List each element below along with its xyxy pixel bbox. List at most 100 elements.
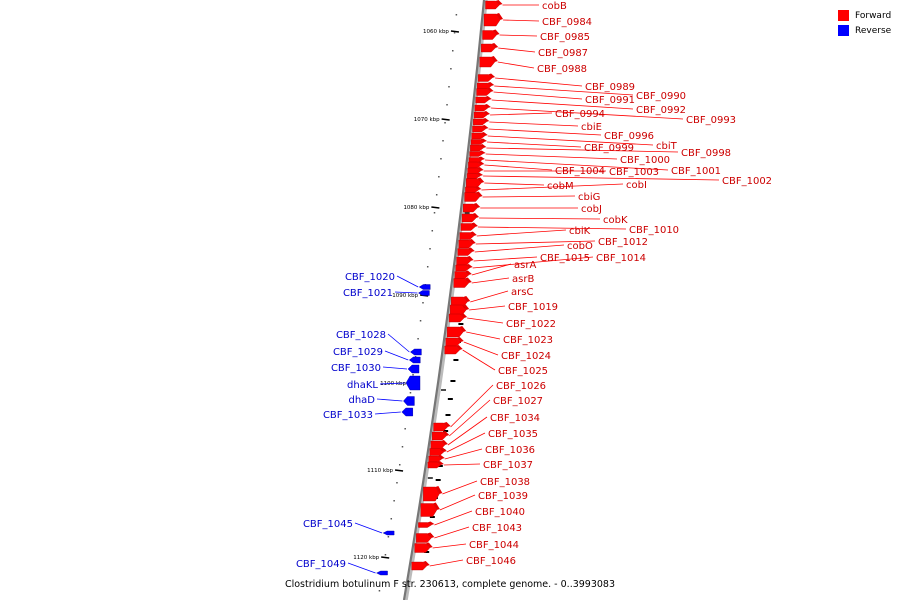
gene-arrow-cbf-0999 (470, 139, 485, 145)
gene-label-cbf-0987: CBF_0987 (538, 48, 588, 59)
gene-label-cbf-1027: CBF_1027 (493, 396, 543, 407)
gene-arrow-cbf-1024 (445, 337, 462, 347)
minor-tick (387, 536, 390, 538)
gene-arrow-cbf-0984 (483, 13, 501, 27)
gene-arrow-bevel (470, 222, 478, 227)
leader-line-cbf-1043 (434, 526, 470, 539)
minor-tick (378, 590, 381, 592)
minor-tick (417, 338, 419, 340)
leader-line-cbit (487, 135, 654, 146)
gene-arrow-cbf-0993 (474, 104, 489, 112)
gene-arrow-bevel (455, 345, 463, 350)
leader-line-arsc (470, 290, 509, 303)
minor-tick (404, 428, 406, 430)
minor-tick (414, 356, 417, 358)
minor-tick (393, 500, 395, 502)
gene-arrow-cbf-1012 (458, 239, 474, 249)
leader-line-cbf-1038 (442, 480, 478, 495)
gene-arrow-bevel (484, 96, 492, 100)
gene-arrow-bevel (460, 313, 468, 318)
scale-tick (431, 206, 440, 209)
leader-line-cbf-1044 (432, 543, 467, 549)
leader-line-cbf-1004 (484, 164, 553, 171)
legend-label-reverse: Reverse (855, 25, 892, 36)
gene-arrow-cbf-1040 (418, 522, 432, 528)
gene-arrow-cbf-0990 (477, 82, 492, 90)
gene-arrow-cbf-1037 (427, 461, 442, 469)
leader-line-asra (471, 263, 512, 276)
gene-arrow-bevel (490, 56, 498, 62)
gene-arrow-cbf-1034 (430, 440, 446, 450)
gene-arrow-bevel (480, 132, 488, 136)
gene-arrow-bevel (432, 502, 440, 510)
gene-label-cbf-1015: CBF_1015 (540, 253, 590, 264)
gene-arrow-cbf-0988 (479, 56, 496, 68)
gene-arrow-bevel (478, 150, 486, 154)
gene-arrow-bevel (483, 111, 491, 115)
gene-arrow-bevel (462, 304, 470, 310)
gene-arrow-bevel (491, 43, 499, 48)
leader-line-cbf-1019 (469, 305, 506, 311)
gene-label-cbit: cbiT (656, 141, 678, 152)
leader-line-cbf-1002 (483, 175, 720, 181)
gene-arrow-cbf-1049 (376, 570, 388, 576)
leader-line-cbf-1026 (450, 384, 494, 428)
gene-label-cbf-1022: CBF_1022 (506, 319, 556, 330)
gene-arrow-cbf-1021 (418, 290, 430, 296)
gene-arrow-cbie (473, 118, 487, 126)
gene-label-cobj: cobJ (581, 204, 602, 215)
leader-line-cobi (481, 183, 624, 191)
gene-label-cbf-0998: CBF_0998 (681, 148, 731, 159)
gene-arrow-cbig (464, 192, 480, 202)
leader-line-cbf-1022 (467, 317, 504, 324)
gene-arrow-cbf-1027 (432, 431, 447, 441)
reverse-swatch-icon (838, 25, 849, 36)
gene-arrow-bevel (463, 296, 471, 302)
gene-arrow-cbf-1033 (401, 407, 414, 417)
gene-arrow-bevel (483, 104, 491, 108)
gene-arrow-bevel (440, 440, 448, 445)
feature-marker (458, 323, 464, 325)
minor-tick (390, 518, 393, 520)
leader-line-dhakl (379, 382, 406, 385)
minor-tick (401, 446, 404, 448)
gene-arrow-cbf-1004 (468, 161, 482, 169)
gene-label-asrb: asrB (512, 274, 534, 285)
gene-arrow-bevel (496, 13, 504, 20)
gene-arrow-cbik (459, 232, 475, 240)
gene-arrow-cbf-1026 (433, 422, 448, 432)
minor-tick (435, 194, 438, 196)
gene-arrow-bevel (479, 144, 487, 148)
gene-arrow-cbf-1043 (416, 533, 432, 543)
gene-label-cbf-1019: CBF_1019 (508, 302, 558, 313)
minor-tick (396, 482, 398, 484)
minor-tick (422, 302, 424, 304)
gene-label-cbf-1035: CBF_1035 (488, 429, 538, 440)
gene-label-cbf-0993: CBF_0993 (686, 115, 736, 126)
leader-line-cbf-0985 (499, 34, 538, 37)
gene-arrow-bevel (481, 125, 489, 129)
gene-label-cbf-1001: CBF_1001 (671, 166, 721, 177)
scale-tick-label: 1100 kbp (380, 381, 406, 387)
leader-line-cbf-0999 (487, 141, 582, 148)
gene-arrow-cbf-1022 (448, 313, 465, 323)
leader-line-cbf-1046 (429, 559, 464, 567)
leader-line-cbf-1030 (382, 366, 408, 370)
gene-arrow-asrb (453, 278, 470, 288)
gene-arrow-bevel (477, 161, 485, 165)
leader-line-cbf-1028 (387, 333, 410, 353)
gene-label-cbf-0988: CBF_0988 (537, 64, 587, 75)
leader-line-cobm (484, 182, 545, 186)
gene-label-cbf-1012: CBF_1012 (598, 237, 648, 248)
gene-arrow-dhakl (405, 375, 421, 391)
minor-tick (412, 374, 414, 376)
scale-tick (441, 118, 450, 121)
leader-line-cbf-1010 (477, 226, 627, 230)
minor-tick (453, 32, 456, 34)
gene-arrow-cobm (466, 178, 482, 188)
gene-arrow-bevel (476, 167, 484, 171)
gene-label-cbf-0984: CBF_0984 (542, 17, 592, 28)
gene-label-cbf-1037: CBF_1037 (483, 460, 533, 471)
